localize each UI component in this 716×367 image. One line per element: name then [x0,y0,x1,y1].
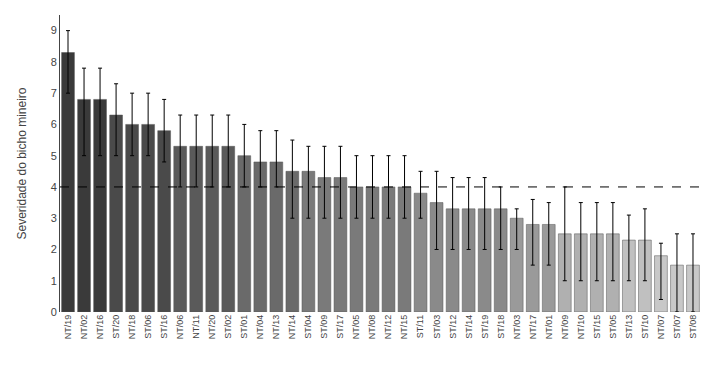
svg-text:ST/20: ST/20 [111,315,121,339]
svg-text:ST/15: ST/15 [592,315,602,339]
svg-text:NT/07: NT/07 [656,315,666,340]
svg-text:9: 9 [51,24,57,36]
svg-text:8: 8 [51,56,57,68]
svg-text:NT/10: NT/10 [576,315,586,340]
svg-text:ST/11: ST/11 [415,315,425,338]
svg-text:ST/09: ST/09 [319,315,329,339]
svg-text:5: 5 [51,150,57,162]
svg-text:ST/13: ST/13 [624,315,634,339]
svg-text:ST/19: ST/19 [480,315,490,339]
svg-text:NT/18: NT/18 [127,315,137,340]
svg-text:NT/12: NT/12 [383,315,393,340]
svg-text:ST/16: ST/16 [159,315,169,339]
svg-text:0: 0 [51,306,57,318]
svg-text:ST/14: ST/14 [464,315,474,339]
svg-text:ST/17: ST/17 [335,315,345,339]
svg-text:NT/11: NT/11 [191,315,201,339]
svg-text:ST/12: ST/12 [448,315,458,339]
svg-text:NT/05: NT/05 [351,315,361,340]
svg-text:3: 3 [51,212,57,224]
svg-text:Severidade do bicho mineiro: Severidade do bicho mineiro [15,87,29,239]
svg-text:4: 4 [51,181,57,193]
svg-text:ST/18: ST/18 [496,315,506,339]
svg-text:ST/03: ST/03 [432,315,442,339]
svg-text:ST/02: ST/02 [223,315,233,339]
svg-text:ST/08: ST/08 [688,315,698,339]
svg-text:2: 2 [51,243,57,255]
svg-text:NT/20: NT/20 [207,315,217,340]
svg-text:ST/01: ST/01 [239,315,249,339]
svg-text:ST/04: ST/04 [303,315,313,339]
svg-text:NT/16: NT/16 [95,315,105,340]
svg-text:1: 1 [51,275,57,287]
svg-text:ST/07: ST/07 [672,315,682,339]
svg-text:7: 7 [51,87,57,99]
svg-text:NT/03: NT/03 [512,315,522,340]
svg-text:NT/19: NT/19 [63,315,73,340]
svg-text:NT/01: NT/01 [544,315,554,340]
svg-text:NT/14: NT/14 [287,315,297,340]
svg-text:ST/05: ST/05 [608,315,618,339]
svg-text:6: 6 [51,118,57,130]
svg-text:NT/17: NT/17 [528,315,538,340]
svg-text:ST/06: ST/06 [143,315,153,339]
svg-text:NT/13: NT/13 [271,315,281,340]
svg-text:NT/02: NT/02 [79,315,89,340]
svg-text:ST/10: ST/10 [640,315,650,339]
svg-text:NT/06: NT/06 [175,315,185,340]
svg-text:NT/15: NT/15 [399,315,409,340]
svg-text:NT/09: NT/09 [560,315,570,340]
svg-text:NT/08: NT/08 [367,315,377,340]
svg-text:NT/04: NT/04 [255,315,265,340]
